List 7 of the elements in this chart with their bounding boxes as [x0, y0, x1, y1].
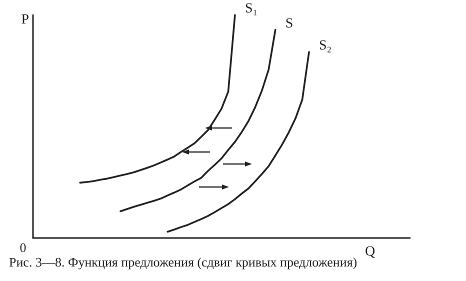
text: 0 — [20, 240, 26, 255]
x-axis-title: Q — [364, 244, 376, 260]
series-label: S₂ — [319, 38, 332, 54]
y-axis-title: P — [21, 12, 30, 28]
series-label: S₁ — [244, 2, 258, 16]
series-label: S — [285, 16, 294, 32]
text: Рис. 3—8. Функция предложения (сдвиг кривых предложения) — [9, 254, 358, 270]
